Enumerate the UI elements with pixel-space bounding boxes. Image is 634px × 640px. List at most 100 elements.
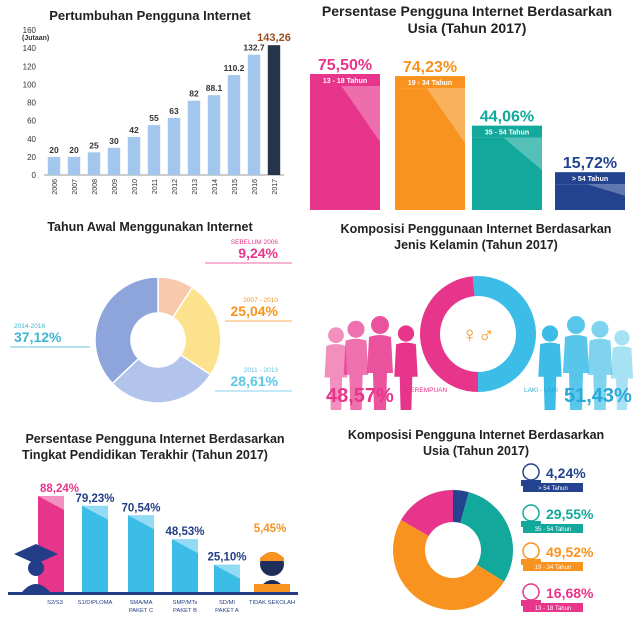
male-person-icon-body: [538, 342, 562, 410]
gender-value-female: 48,57%: [326, 385, 394, 407]
female-person-icon-body: [324, 344, 348, 410]
growth-bar: [107, 147, 121, 175]
growth-xtick: 2016: [252, 179, 259, 195]
age-comp-avatar-icon: [521, 463, 541, 486]
female-person-icon-head: [371, 316, 389, 334]
growth-value-label: 88.1: [206, 83, 223, 93]
female-person-icon-body: [394, 342, 418, 410]
age-pct-title-1: Persentase Pengguna Internet Berdasarkan: [321, 3, 613, 19]
start-year-slice: [111, 353, 212, 404]
growth-xtick: 2010: [132, 179, 139, 195]
growth-bar: [67, 156, 81, 175]
growth-xtick: 2014: [212, 179, 219, 195]
growth-bar: [207, 95, 221, 175]
start-year-value-label: 25,04%: [231, 303, 279, 319]
avatar-head: [522, 504, 540, 522]
education-bar: [128, 515, 154, 592]
education-category-label: S2/S3: [47, 600, 63, 606]
age-pct-category-label: > 54 Tahun: [572, 176, 608, 183]
age-comp-category-tag: [523, 562, 583, 571]
start-year-category-label: 2011 - 2013: [244, 367, 279, 374]
age-pct-chart: 13 - 18 Tahun 75,50% 19 - 34 Tahun 74,23% 35…: [310, 57, 625, 210]
growth-bar: [267, 45, 281, 175]
growth-ytick: 120: [23, 62, 37, 71]
growth-title: Pertumbuhan Pengguna Internet: [49, 8, 251, 23]
male-person-icon: [587, 320, 613, 410]
growth-ylabel: (Jutaan): [22, 35, 49, 42]
education-title-1: Persentase Pengguna Internet Berdasarkan: [25, 432, 285, 446]
start-year-category-label: 2014-2016: [14, 323, 45, 330]
start-year-value-label: 37,12%: [14, 329, 62, 345]
growth-value-label: 30: [109, 136, 119, 146]
growth-bar: [247, 54, 261, 175]
growth-xtick: 2017: [272, 179, 279, 195]
age-pct-value-label: 74,23%: [403, 59, 457, 76]
age-comp-slice: [460, 492, 513, 582]
education-bar-shine: [38, 496, 64, 510]
age-pct-category-tag: [555, 172, 625, 185]
age-pct-bar-shine: [503, 137, 542, 171]
growth-xtick: 2009: [112, 179, 119, 195]
age-pct-bar: [555, 184, 625, 210]
female-person-icon-body: [343, 338, 369, 410]
education-bar: [82, 505, 108, 592]
education-category-label: PAKET C: [129, 608, 153, 614]
start-year-panel: Tahun Awal Menggunakan Internet SEBELUM …: [0, 210, 300, 415]
growth-bar: [227, 75, 241, 175]
graduate-shoulders: [22, 584, 50, 592]
growth-ytick: 100: [23, 80, 37, 89]
male-person-icon: [610, 330, 634, 410]
growth-value-label: 20: [69, 145, 79, 155]
age-comp-title-2: Usia (Tahun 2017): [422, 444, 530, 458]
education-title-2: Tingkat Pendidikan Terakhir (Tahun 2017): [22, 448, 268, 462]
male-person-icon: [563, 316, 589, 410]
age-comp-avatar-icon: [521, 583, 541, 606]
education-value-label: 88,24%: [40, 483, 79, 495]
female-person-icon-head: [397, 325, 415, 342]
growth-bar: [147, 125, 161, 175]
male-person-icon-head: [614, 330, 630, 346]
education-bar-shine: [82, 505, 108, 520]
avatar-head: [522, 463, 540, 481]
education-category-label: PAKET A: [215, 608, 239, 614]
growth-ytick: 60: [27, 117, 36, 126]
start-year-value-label: 28,61%: [231, 373, 279, 389]
education-bar: [172, 539, 198, 592]
education-chart: 88,24% S2/S3 79,23% S1/DIPLOMA 70,54% SMA/MA P…: [8, 483, 298, 614]
age-comp-avatar-icon: [521, 542, 541, 565]
age-comp-category-label: > 54 Tahun: [538, 486, 568, 492]
growth-value-label: 55: [149, 113, 159, 123]
male-person-icon-body: [610, 346, 634, 410]
growth-value-label: 25: [89, 140, 99, 150]
growth-ytick: 80: [27, 99, 36, 108]
age-pct-category-tag: [472, 125, 542, 138]
gender-chart: ♀♂ 48,57% PEREMPUAN LAKI - LAKI 51,43%: [324, 276, 634, 410]
age-comp-avatar-icon: [521, 504, 541, 527]
growth-ytick: 160: [23, 26, 37, 35]
start-year-value-label: 9,24%: [238, 245, 278, 261]
growth-bar: [127, 136, 141, 175]
growth-chart: (Jutaan) 0 20 40 60 80 100 120 140 160 20 2006 20 200…: [22, 26, 291, 195]
education-category-label: SD/MI: [219, 600, 235, 606]
education-value-label: 70,54%: [121, 502, 160, 514]
growth-value-label: 143,26: [257, 32, 291, 44]
age-pct-bar: [310, 86, 380, 210]
growth-value-label: 82: [189, 89, 199, 99]
education-category-label: SMP/MTs: [173, 600, 198, 606]
growth-bar: [187, 100, 201, 175]
age-comp-category-tag: [523, 483, 583, 492]
education-category-label: TIDAK SEKOLAH: [249, 600, 295, 606]
age-pct-category-tag: [395, 76, 465, 89]
gender-title-1: Komposisi Penggunaan Internet Berdasarka…: [340, 222, 612, 236]
growth-xtick: 2013: [192, 179, 199, 195]
growth-xtick: 2007: [72, 179, 79, 195]
education-value-label: 5,45%: [254, 523, 287, 535]
growth-ytick: 20: [27, 153, 36, 162]
age-pct-bar-shine: [426, 88, 465, 143]
age-pct-category-label: 13 - 18 Tahun: [323, 78, 367, 85]
education-bar: [38, 496, 64, 592]
growth-xtick: 2015: [232, 179, 239, 195]
growth-value-label: 110.2: [224, 63, 245, 73]
graduate-icon: [14, 544, 58, 592]
